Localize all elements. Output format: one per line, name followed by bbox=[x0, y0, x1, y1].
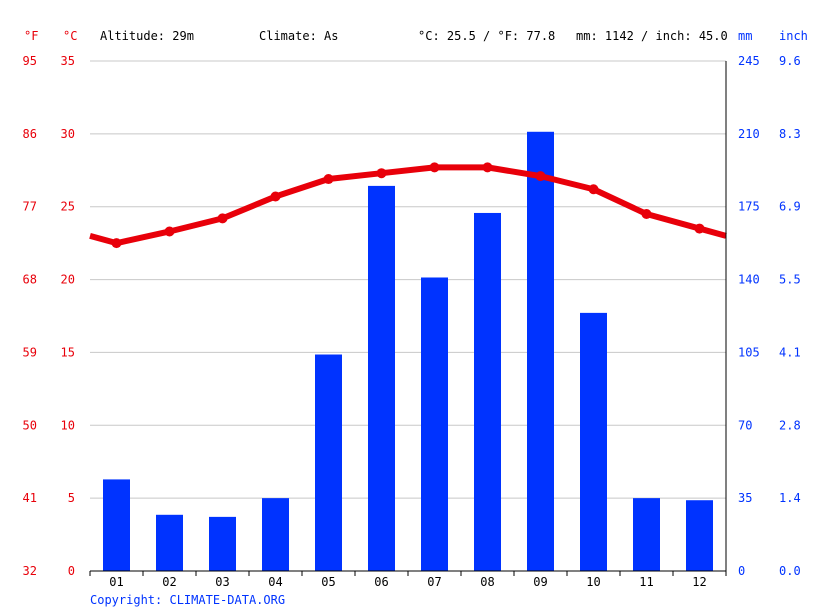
unit-c-label: °C bbox=[63, 29, 77, 43]
x-tick-label: 07 bbox=[427, 575, 441, 589]
tick-label-mm: 210 bbox=[738, 127, 760, 141]
x-tick-label: 12 bbox=[692, 575, 706, 589]
tick-label-f: 68 bbox=[23, 273, 37, 287]
x-tick-label: 09 bbox=[533, 575, 547, 589]
tick-label-inch: 5.5 bbox=[779, 273, 801, 287]
tick-label-c: 10 bbox=[61, 418, 75, 432]
tick-label-c: 30 bbox=[61, 127, 75, 141]
right-axis-ticks: 0 0.0 35 1.4 70 2.8 105 4.1 140 5.5 175 6.9 210 8.3 24… bbox=[738, 54, 801, 578]
precip-bar bbox=[527, 131, 554, 571]
tick-label-inch: 1.4 bbox=[779, 491, 801, 505]
precip-bar bbox=[474, 212, 501, 572]
precip-bar bbox=[209, 516, 236, 571]
unit-mm-label: mm bbox=[738, 29, 752, 43]
tick-label-f: 50 bbox=[23, 418, 37, 432]
tick-label-c: 20 bbox=[61, 273, 75, 287]
tick-label-mm: 175 bbox=[738, 200, 760, 214]
tick-label-mm: 0 bbox=[738, 564, 745, 578]
gridlines bbox=[90, 60, 726, 499]
tick-label-c: 15 bbox=[61, 345, 75, 359]
tick-label-inch: 2.8 bbox=[779, 418, 801, 432]
precip-bar bbox=[315, 354, 342, 571]
left-axis-ticks: 32 0 41 5 50 10 59 15 68 20 77 25 86 30 95 35 bbox=[23, 54, 75, 578]
precipitation-bars bbox=[103, 131, 713, 572]
temperature-point bbox=[641, 209, 652, 219]
tick-label-c: 5 bbox=[68, 491, 75, 505]
temperature-point bbox=[111, 238, 122, 249]
temperature-point bbox=[694, 223, 705, 234]
temperature-point bbox=[217, 213, 228, 224]
precip-bar bbox=[633, 498, 660, 571]
temperature-point bbox=[429, 162, 440, 173]
tick-label-mm: 105 bbox=[738, 345, 760, 359]
tick-label-inch: 6.9 bbox=[779, 200, 801, 214]
tick-label-c: 35 bbox=[61, 54, 75, 68]
tick-label-c: 0 bbox=[68, 564, 75, 578]
tick-label-mm: 245 bbox=[738, 54, 760, 68]
x-tick-label: 06 bbox=[374, 575, 388, 589]
tick-label-f: 59 bbox=[23, 345, 37, 359]
x-tick-label: 10 bbox=[586, 575, 600, 589]
precip-bar bbox=[262, 498, 289, 571]
tick-label-mm: 140 bbox=[738, 273, 760, 287]
tick-label-inch: 0.0 bbox=[779, 564, 801, 578]
precip-bar bbox=[103, 479, 130, 571]
temperature-line bbox=[89, 162, 727, 249]
altitude-label: Altitude: 29m bbox=[100, 29, 194, 43]
temperature-point bbox=[323, 174, 334, 185]
x-tick-label: 11 bbox=[639, 575, 653, 589]
precip-bar bbox=[421, 277, 448, 571]
avg-temp-label: °C: 25.5 / °F: 77.8 bbox=[418, 29, 555, 43]
precip-bar bbox=[368, 185, 395, 572]
x-tick-label: 02 bbox=[162, 575, 176, 589]
tick-label-inch: 9.6 bbox=[779, 54, 801, 68]
x-tick-label: 08 bbox=[480, 575, 494, 589]
x-tick-label: 01 bbox=[109, 575, 123, 589]
unit-f-label: °F bbox=[24, 29, 38, 43]
precip-total-label: mm: 1142 / inch: 45.0 bbox=[576, 29, 728, 43]
x-tick-label: 03 bbox=[215, 575, 229, 589]
x-axis: 01 02 03 04 05 06 07 08 09 10 11 12 bbox=[89, 61, 727, 589]
temperature-polyline bbox=[89, 164, 727, 247]
tick-label-f: 95 bbox=[23, 54, 37, 68]
precip-bar bbox=[580, 312, 607, 571]
temperature-point bbox=[376, 168, 387, 179]
temperature-point bbox=[164, 226, 175, 237]
tick-label-mm: 35 bbox=[738, 491, 752, 505]
tick-label-f: 32 bbox=[23, 564, 37, 578]
tick-label-f: 86 bbox=[23, 127, 37, 141]
temperature-point bbox=[535, 171, 546, 182]
x-tick-label: 04 bbox=[268, 575, 282, 589]
climate-label: Climate: As bbox=[259, 29, 338, 43]
tick-label-f: 41 bbox=[23, 491, 37, 505]
tick-label-inch: 8.3 bbox=[779, 127, 801, 141]
tick-label-inch: 4.1 bbox=[779, 345, 801, 359]
temperature-point bbox=[270, 191, 281, 202]
tick-label-f: 77 bbox=[23, 200, 37, 214]
temperature-point bbox=[482, 162, 493, 173]
tick-label-c: 25 bbox=[61, 200, 75, 214]
tick-label-mm: 70 bbox=[738, 418, 752, 432]
temperature-point bbox=[588, 184, 599, 195]
precip-bar bbox=[156, 514, 183, 571]
x-tick-label: 05 bbox=[321, 575, 335, 589]
copyright-text: Copyright: CLIMATE-DATA.ORG bbox=[90, 593, 285, 607]
precip-bar bbox=[686, 500, 713, 571]
unit-inch-label: inch bbox=[779, 29, 808, 43]
